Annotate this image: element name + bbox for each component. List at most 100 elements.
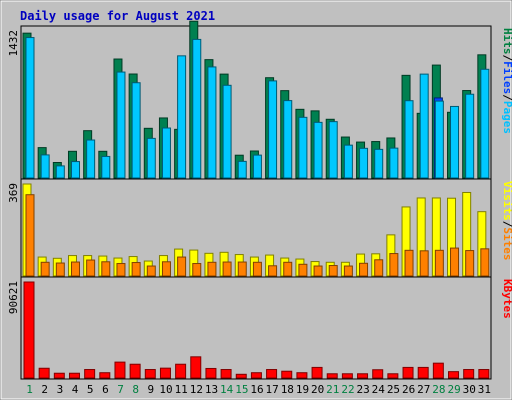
x-tick-label: 6: [102, 383, 109, 396]
panel-max-label: 90621: [7, 281, 20, 314]
bar-kbytes: [38, 367, 50, 379]
bar-pages: [480, 68, 490, 179]
bar-sites: [40, 261, 50, 277]
bar-pages: [404, 100, 414, 179]
bar-pages: [177, 55, 187, 179]
bar-kbytes: [129, 363, 141, 379]
bar-pages: [55, 165, 65, 179]
bar-sites: [101, 261, 111, 277]
bar-kbytes: [84, 369, 96, 379]
bar-sites: [252, 261, 262, 277]
bar-kbytes: [463, 369, 475, 379]
bar-kbytes: [432, 362, 444, 379]
legend-entry: /: [501, 94, 512, 101]
x-tick-label: 11: [175, 383, 188, 396]
bar-kbytes: [159, 367, 171, 379]
bar-sites: [25, 194, 35, 277]
panel-max-label: 369: [7, 183, 20, 203]
bar-kbytes: [478, 369, 490, 379]
bar-pages: [70, 161, 80, 179]
x-tick-label: 28: [432, 383, 445, 396]
x-tick-label: 23: [357, 383, 370, 396]
bar-pages: [389, 147, 399, 179]
bar-kbytes: [417, 366, 429, 379]
x-tick-label: 17: [266, 383, 279, 396]
bar-sites: [298, 263, 308, 277]
bar-pages: [237, 160, 247, 179]
x-tick-label: 1: [26, 383, 33, 396]
bar-sites: [237, 261, 247, 277]
bar-sites: [268, 265, 278, 277]
bar-sites: [222, 261, 232, 277]
bar-kbytes: [402, 366, 414, 379]
bar-pages: [268, 80, 278, 179]
bar-sites: [434, 249, 444, 277]
bar-sites: [161, 261, 171, 277]
panel-legend: Visits/Sites: [501, 181, 512, 261]
bar-pages: [25, 37, 35, 179]
x-tick-label: 22: [341, 383, 354, 396]
legend-entry: Hits: [501, 28, 512, 55]
bar-sites: [450, 247, 460, 277]
legend-entry: Pages: [501, 101, 512, 134]
bar-sites: [283, 261, 293, 277]
x-tick-label: 8: [132, 383, 139, 396]
bar-kbytes: [220, 369, 232, 379]
panel-legend: Hits/Files/Pages: [501, 28, 512, 134]
bar-pages: [298, 116, 308, 179]
bar-pages: [328, 121, 338, 179]
x-tick-label: 18: [281, 383, 294, 396]
x-tick-label: 26: [402, 383, 415, 396]
bar-kbytes: [357, 373, 369, 379]
bar-sites: [177, 256, 187, 277]
bar-kbytes: [341, 373, 353, 379]
x-tick-label: 9: [148, 383, 155, 396]
bar-pages: [131, 82, 141, 179]
bar-kbytes: [326, 373, 338, 379]
bar-kbytes: [99, 372, 111, 379]
bar-kbytes: [23, 281, 35, 379]
legend-entry: KBytes: [501, 279, 512, 319]
bar-kbytes: [372, 369, 384, 379]
bar-sites: [116, 263, 126, 277]
legend-entry: Files: [501, 61, 512, 94]
x-tick-label: 20: [311, 383, 324, 396]
x-tick-label: 24: [372, 383, 386, 396]
bar-kbytes: [205, 367, 217, 379]
bar-kbytes: [387, 373, 399, 379]
x-tick-label: 2: [41, 383, 48, 396]
panel-max-label: 1432: [7, 30, 20, 57]
bar-sites: [131, 262, 141, 277]
bar-pages: [86, 139, 96, 179]
bar-sites: [374, 259, 384, 277]
x-tick-label: 4: [72, 383, 79, 396]
bar-sites: [192, 263, 202, 277]
legend-entry: /: [501, 221, 512, 228]
panel-kbytes: 90621 KBytes: [7, 276, 512, 380]
bar-kbytes: [175, 363, 187, 379]
chart-panels: 1432Hits/Files/Pages369Visits/Sites90621…: [7, 20, 512, 380]
panel-background: [20, 276, 492, 380]
bar-sites: [419, 250, 429, 277]
bar-pages: [419, 73, 429, 179]
bar-pages: [207, 66, 217, 179]
bar-sites: [313, 265, 323, 277]
bar-kbytes: [296, 372, 308, 379]
bar-kbytes: [144, 369, 156, 379]
bar-kbytes: [281, 370, 293, 379]
x-tick-label: 15: [235, 383, 248, 396]
bar-pages: [146, 137, 156, 179]
bar-sites: [55, 262, 65, 277]
x-tick-label: 29: [447, 383, 460, 396]
bar-sites: [146, 265, 156, 277]
bar-pages: [450, 105, 460, 179]
panel-legend: KBytes: [501, 279, 512, 319]
bar-kbytes: [190, 356, 202, 379]
legend-entry: Sites: [501, 227, 512, 260]
bar-kbytes: [311, 366, 323, 379]
bar-pages: [161, 127, 171, 179]
bar-sites: [389, 253, 399, 277]
bar-sites: [86, 259, 96, 277]
